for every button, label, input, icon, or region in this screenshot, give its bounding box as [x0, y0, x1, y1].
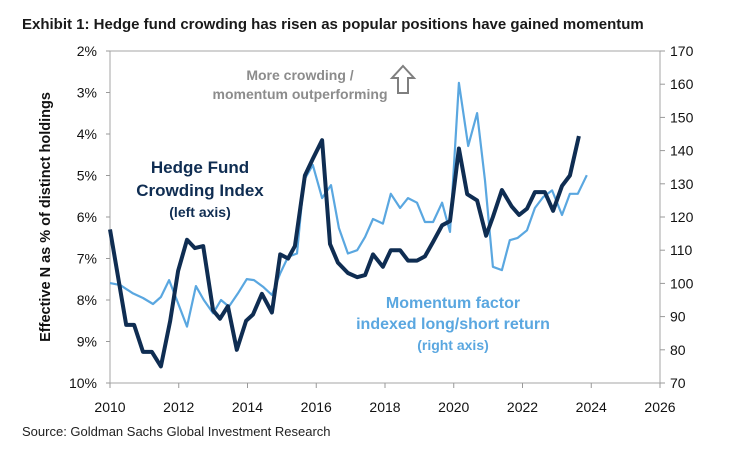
y-axis-title: Effective N as % of distinct holdings [38, 92, 54, 342]
annotation-more-crowding-2: momentum outperforming [213, 86, 388, 102]
right-tick-label: 90 [670, 309, 686, 325]
right-tick-label: 170 [670, 43, 694, 59]
annotation-more-crowding-1: More crowding / [246, 67, 353, 83]
x-tick-label: 2012 [163, 399, 194, 415]
right-tick-label: 130 [670, 176, 694, 192]
mom-label-3: (right axis) [417, 337, 489, 353]
left-tick-label: 4% [77, 126, 97, 142]
right-tick-label: 160 [670, 76, 694, 92]
mom-label-1: Momentum factor [386, 295, 520, 312]
chart-title: Exhibit 1: Hedge fund crowding has risen… [22, 16, 644, 33]
mom-label-2: indexed long/short return [356, 316, 550, 333]
x-tick-label: 2022 [507, 399, 538, 415]
momentum-factor-line [109, 81, 588, 328]
up-arrow-icon [389, 64, 417, 94]
hf-label-1: Hedge Fund [151, 158, 249, 177]
right-tick-label: 140 [670, 143, 694, 159]
source-note: Source: Goldman Sachs Global Investment … [22, 424, 331, 439]
hf-label-2: Crowding Index [136, 181, 264, 200]
right-tick-label: 120 [670, 209, 694, 225]
left-tick-label: 7% [77, 251, 97, 267]
right-tick-label: 100 [670, 275, 694, 291]
x-tick-label: 2018 [369, 399, 400, 415]
left-tick-label: 9% [77, 334, 97, 350]
right-tick-label: 110 [670, 242, 693, 258]
hf-label-3: (left axis) [169, 204, 230, 220]
x-tick-label: 2020 [438, 399, 469, 415]
left-tick-label: 5% [77, 168, 97, 184]
x-tick-label: 2016 [301, 399, 332, 415]
right-tick-label: 70 [670, 375, 686, 391]
hedge-fund-crowding-line [108, 135, 581, 369]
x-tick-label: 2024 [576, 399, 607, 415]
x-tick-label: 2014 [232, 399, 263, 415]
left-tick-label: 10% [69, 375, 97, 391]
x-tick-label: 2010 [94, 399, 125, 415]
x-tick-label: 2026 [644, 399, 675, 415]
left-tick-label: 2% [77, 43, 97, 59]
right-tick-label: 150 [670, 109, 694, 125]
left-tick-label: 8% [77, 292, 97, 308]
right-tick-label: 80 [670, 342, 686, 358]
left-tick-label: 6% [77, 209, 97, 225]
left-tick-label: 3% [77, 85, 97, 101]
